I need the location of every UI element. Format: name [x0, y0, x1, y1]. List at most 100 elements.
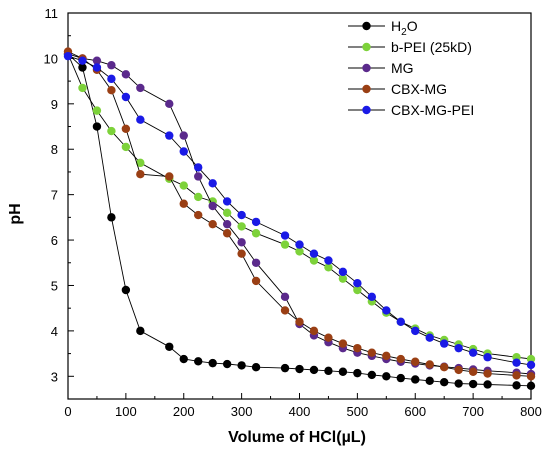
data-point — [324, 366, 333, 376]
data-point — [136, 115, 145, 124]
data-point — [512, 381, 521, 390]
legend-label: CBX-MG — [391, 81, 447, 97]
data-point — [121, 285, 131, 295]
data-point — [309, 365, 319, 375]
data-point — [353, 279, 362, 288]
legend-label: b-PEI (25kD) — [391, 39, 472, 55]
data-point — [251, 276, 261, 286]
data-point — [439, 339, 449, 348]
data-point — [107, 213, 116, 222]
data-point — [324, 256, 333, 265]
data-point — [353, 343, 362, 353]
data-point — [222, 208, 232, 218]
data-point — [222, 219, 232, 229]
y-axis-title: pH — [7, 203, 24, 224]
data-point — [468, 348, 478, 357]
legend-item: MG — [348, 60, 414, 76]
data-point — [338, 367, 348, 376]
data-point — [78, 83, 87, 93]
x-tick-label: 0 — [64, 404, 71, 419]
legend-item: H2O — [348, 18, 418, 38]
data-point — [194, 163, 203, 172]
data-point — [367, 292, 377, 302]
data-point — [222, 229, 232, 238]
data-point — [121, 92, 131, 102]
legend-marker — [362, 63, 371, 73]
series-line — [67, 53, 532, 360]
data-point — [353, 368, 362, 378]
data-point — [411, 375, 420, 384]
data-point — [439, 377, 449, 387]
data-point — [179, 131, 188, 140]
data-point — [353, 285, 362, 295]
data-point — [179, 181, 188, 190]
data-point — [483, 369, 492, 378]
data-point — [396, 354, 405, 364]
x-tick-label: 500 — [347, 404, 369, 419]
data-point — [338, 339, 348, 348]
data-point — [324, 263, 333, 272]
data-point — [107, 126, 116, 136]
data-point — [295, 240, 304, 249]
data-point — [425, 376, 434, 386]
legend-marker — [362, 21, 371, 31]
data-point — [280, 306, 290, 315]
data-point — [92, 63, 102, 72]
legend-item: CBX-MG — [348, 81, 447, 97]
data-point — [107, 61, 116, 70]
data-point — [483, 353, 492, 362]
data-point — [454, 365, 463, 375]
series-group — [63, 47, 536, 381]
data-point — [526, 360, 536, 370]
data-point — [280, 240, 290, 249]
data-point — [382, 351, 391, 361]
series-group — [63, 51, 536, 370]
data-point — [512, 358, 521, 367]
y-tick-label: 5 — [51, 278, 58, 293]
y-tick-label: 3 — [51, 369, 58, 384]
data-point — [121, 70, 131, 79]
y-tick-label: 9 — [51, 97, 58, 112]
data-point — [396, 373, 405, 383]
data-point — [439, 363, 449, 372]
data-point — [92, 122, 102, 131]
data-point — [280, 231, 290, 240]
data-point — [179, 199, 188, 208]
data-point — [454, 379, 463, 388]
legend-label: MG — [391, 60, 414, 76]
data-point — [92, 106, 102, 115]
data-point — [237, 249, 246, 258]
data-point — [208, 219, 217, 229]
x-tick-label: 700 — [462, 404, 484, 419]
data-point — [295, 317, 304, 326]
legend-marker — [362, 84, 371, 94]
data-point — [194, 210, 203, 220]
y-tick-label: 7 — [51, 188, 58, 203]
y-tick-label: 6 — [51, 233, 58, 248]
x-tick-label: 300 — [231, 404, 253, 419]
data-point — [526, 372, 536, 381]
y-tick-label: 4 — [51, 324, 58, 339]
data-point — [526, 381, 536, 391]
data-point — [280, 363, 290, 373]
plot-frame — [67, 12, 532, 400]
x-axis-title: Volume of HCl(µL) — [228, 429, 366, 446]
data-point — [165, 172, 174, 181]
y-tick-label: 8 — [51, 142, 58, 157]
data-point — [208, 179, 217, 188]
data-point — [251, 229, 261, 238]
data-point — [382, 306, 391, 315]
data-point — [237, 361, 246, 370]
data-point — [338, 274, 348, 283]
data-point — [194, 357, 203, 366]
legend-marker — [362, 105, 371, 115]
data-point — [208, 358, 217, 368]
data-point — [251, 363, 261, 372]
series-group — [63, 49, 536, 379]
data-point — [194, 192, 203, 202]
series-group — [63, 49, 536, 391]
data-point — [136, 326, 145, 336]
data-point — [338, 267, 348, 277]
data-point — [136, 170, 145, 179]
data-point — [324, 333, 333, 342]
